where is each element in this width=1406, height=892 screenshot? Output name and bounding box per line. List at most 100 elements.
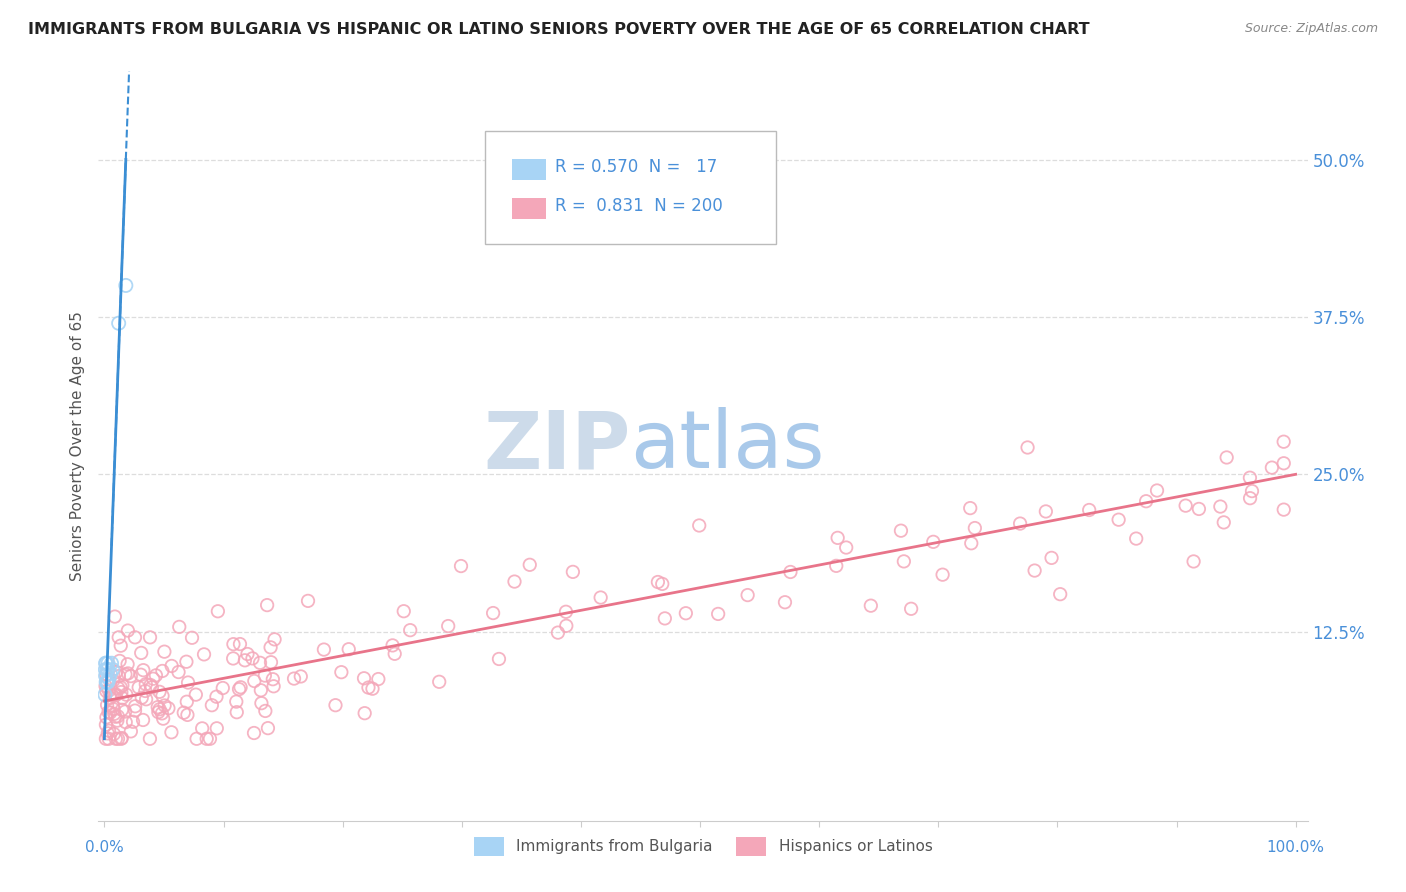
Point [176, 707, 198, 722]
Point [367, 672, 389, 686]
Point [959, 501, 981, 516]
Point [139, 631, 162, 645]
Point [96, 657, 118, 671]
Text: R = 0.570  N =   17: R = 0.570 N = 17 [555, 158, 717, 177]
Point [259, 640, 281, 655]
Point [191, 722, 214, 736]
Point [1272, 502, 1295, 516]
Point [263, 679, 285, 693]
Point [152, 689, 174, 703]
Point [108, 669, 131, 683]
Point [488, 652, 510, 666]
Point [122, 714, 145, 729]
Point [134, 684, 156, 698]
Point [142, 672, 165, 686]
Point [1125, 532, 1147, 546]
Point [859, 599, 882, 613]
Point [135, 677, 157, 691]
Point [97, 726, 120, 740]
Point [94, 717, 117, 731]
Point [115, 688, 138, 702]
Point [98, 666, 121, 681]
Point [167, 665, 190, 679]
Point [253, 668, 276, 682]
Point [1010, 516, 1032, 531]
Point [688, 518, 710, 533]
Point [152, 712, 174, 726]
Point [104, 609, 127, 624]
Point [1272, 434, 1295, 449]
Point [890, 524, 912, 538]
Point [330, 665, 353, 680]
Point [104, 731, 127, 746]
Point [103, 727, 125, 741]
Point [205, 722, 228, 736]
Point [353, 671, 375, 685]
Point [94, 667, 117, 681]
Point [94, 669, 117, 683]
Point [1024, 564, 1046, 578]
Point [114, 278, 136, 293]
Point [96, 698, 118, 712]
Point [835, 541, 858, 555]
Point [110, 685, 132, 699]
Point [229, 637, 252, 651]
Point [94, 657, 117, 671]
Point [357, 681, 380, 695]
Point [1188, 502, 1211, 516]
Text: Source: ZipAtlas.com: Source: ZipAtlas.com [1244, 22, 1378, 36]
Point [120, 724, 142, 739]
Point [104, 688, 127, 702]
Point [103, 706, 125, 721]
Point [242, 651, 264, 665]
Point [201, 698, 224, 713]
Point [450, 559, 472, 574]
Point [1108, 513, 1130, 527]
Point [384, 647, 406, 661]
Point [1212, 516, 1234, 530]
Point [337, 642, 360, 657]
Point [97, 657, 120, 671]
Point [773, 595, 796, 609]
Point [96, 710, 118, 724]
Point [120, 669, 142, 683]
Point [1049, 587, 1071, 601]
Point [503, 574, 526, 589]
Bar [512, 160, 546, 180]
Point [129, 646, 152, 660]
Point [361, 681, 384, 696]
Point [195, 731, 218, 746]
Point [160, 659, 183, 673]
Point [105, 688, 128, 702]
Point [737, 588, 759, 602]
Point [96, 684, 118, 698]
Point [114, 705, 136, 719]
Point [101, 689, 124, 703]
Point [211, 681, 233, 695]
Point [437, 619, 460, 633]
Point [250, 696, 273, 710]
Point [647, 574, 669, 589]
Point [104, 688, 127, 702]
Point [105, 714, 128, 728]
Point [111, 678, 134, 692]
Point [148, 705, 170, 719]
Point [427, 674, 450, 689]
Point [117, 657, 139, 672]
Point [353, 706, 375, 721]
Point [177, 675, 200, 690]
Point [222, 651, 245, 665]
Point [249, 656, 271, 670]
Point [131, 690, 153, 705]
Point [225, 705, 247, 719]
Text: ZIP: ZIP [484, 407, 630, 485]
Point [97, 663, 120, 677]
Point [290, 669, 312, 683]
Point [124, 630, 146, 644]
FancyBboxPatch shape [485, 131, 776, 244]
Point [229, 681, 252, 695]
Point [111, 731, 134, 745]
Point [97, 683, 120, 698]
Text: atlas: atlas [630, 407, 825, 485]
Point [262, 672, 284, 686]
